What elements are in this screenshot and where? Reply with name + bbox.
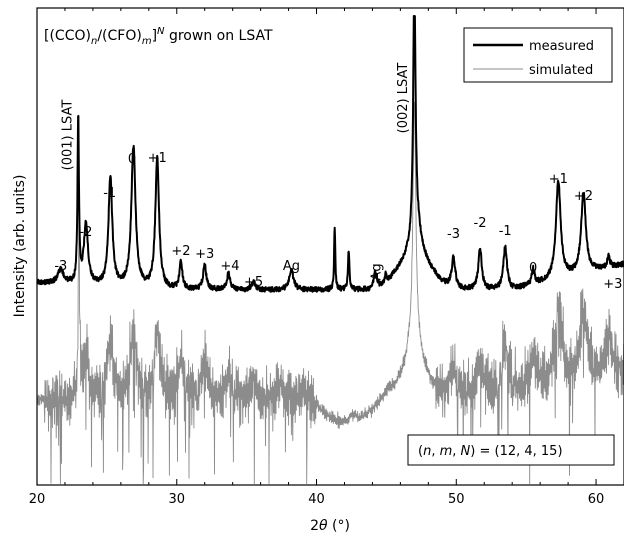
series-simulated-line <box>36 101 624 485</box>
peak-label: -3 <box>54 259 67 274</box>
peak-label: (002) LSAT <box>396 63 411 134</box>
parameter-box-text: (n, m, N) = (12, 4, 15) <box>418 444 563 459</box>
x-tick-label: 20 <box>29 492 46 507</box>
parameter-box: (n, m, N) = (12, 4, 15) <box>407 434 615 466</box>
peak-label: +1 <box>549 172 568 187</box>
peak-label: -2 <box>79 225 92 240</box>
plot-frame <box>36 7 624 486</box>
peak-label: +1 <box>148 151 167 166</box>
peak-label: +3 <box>195 247 214 262</box>
peak-label: 0 <box>529 261 537 276</box>
peak-label: 0 <box>128 152 136 167</box>
peak-label: (001) LSAT <box>61 100 76 171</box>
peak-label: +4 <box>220 259 239 274</box>
series-measured-line <box>36 15 624 293</box>
chart-title: [(CCO)n/(CFO)m]N grown on LSAT <box>44 26 273 47</box>
peak-label: Ag <box>283 259 300 274</box>
y-axis-title: Intensity (arb. units) <box>12 175 28 318</box>
peak-label: +3 <box>603 277 622 292</box>
x-tick-label: 50 <box>448 492 465 507</box>
peak-label: -3 <box>447 227 460 242</box>
peak-label: +5 <box>244 275 263 290</box>
peak-label: -1 <box>103 186 116 201</box>
x-tick-label: 60 <box>588 492 605 507</box>
x-axis-title: 2θ (°) <box>310 518 350 534</box>
peak-label: Ag <box>370 263 385 280</box>
legend-label-simulated: simulated <box>529 63 593 78</box>
legend-box <box>463 27 613 83</box>
legend: measured simulated <box>463 27 613 83</box>
peak-label: -1 <box>499 224 512 239</box>
peak-label: -2 <box>474 216 487 231</box>
x-tick-label: 40 <box>308 492 325 507</box>
legend-label-measured: measured <box>529 39 594 54</box>
peak-label: +2 <box>574 189 593 204</box>
parameter-box-frame <box>407 434 615 466</box>
peak-label: +2 <box>171 244 190 259</box>
x-tick-label: 30 <box>168 492 185 507</box>
